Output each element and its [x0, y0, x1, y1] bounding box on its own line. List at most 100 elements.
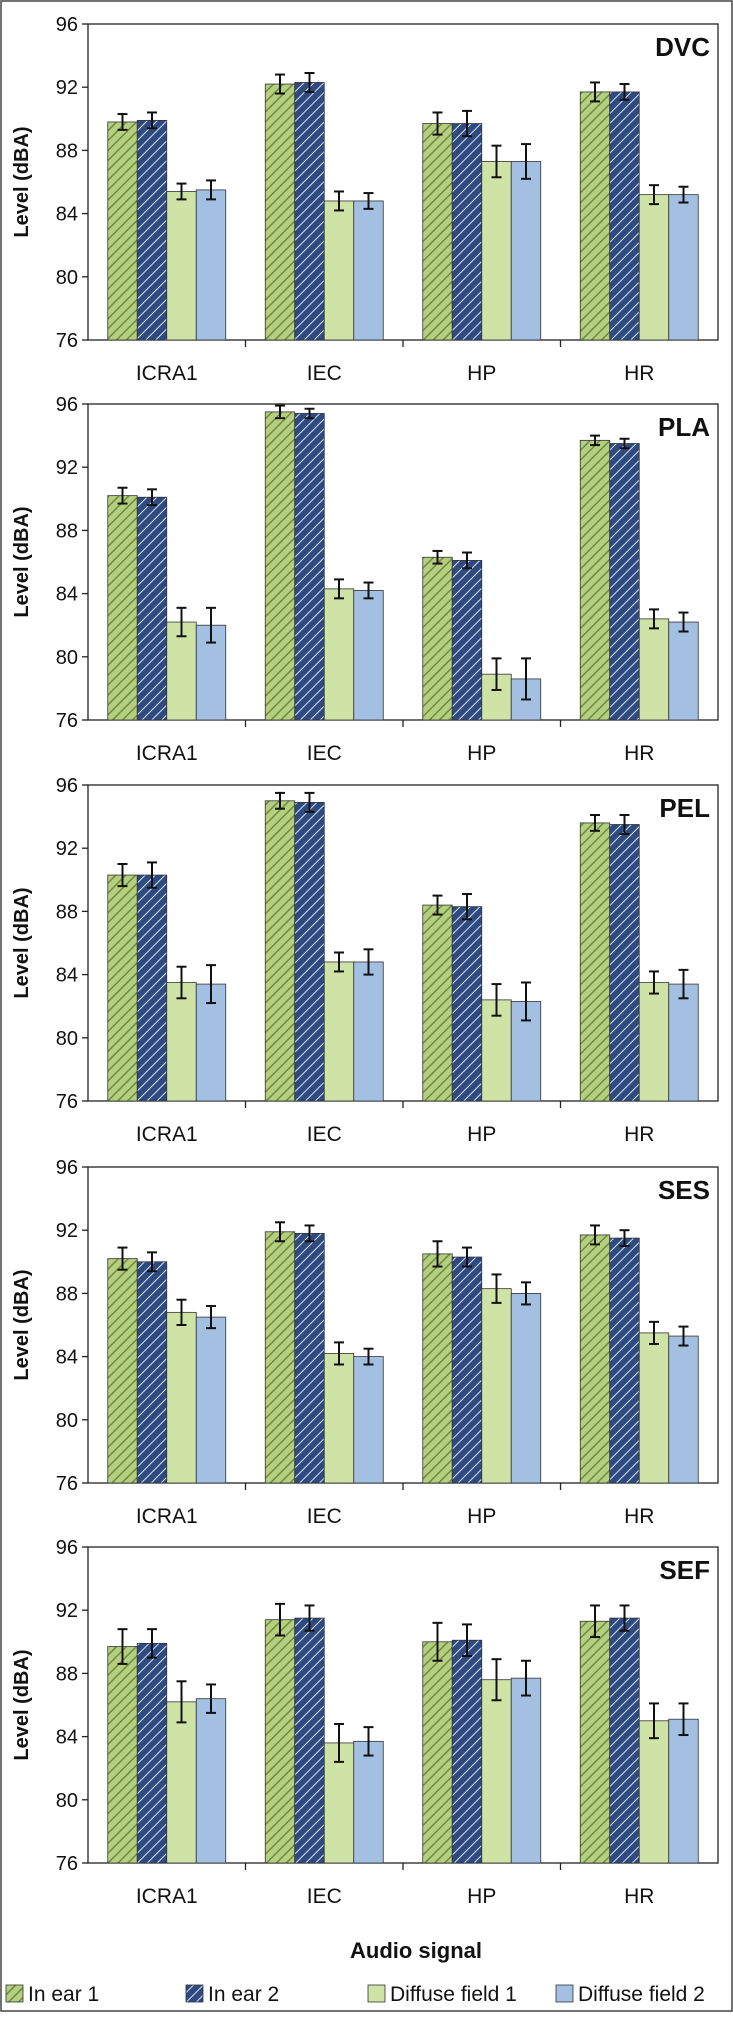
error-bar	[275, 791, 285, 810]
bar-in-ear-2	[294, 1617, 325, 1864]
error-bar	[521, 1659, 531, 1697]
error-bar	[432, 894, 443, 916]
y-axis-title: Level (dBA)	[11, 1269, 33, 1380]
error-bar	[275, 1221, 285, 1243]
bar-in-ear-1	[422, 123, 453, 341]
bar-in-ear-2	[609, 1237, 640, 1484]
bar-diffuse-field-1	[166, 621, 197, 721]
error-bar	[678, 1702, 689, 1737]
panel-title: PEL	[659, 793, 710, 823]
bar-diffuse-field-2	[353, 961, 384, 1102]
y-tick-label: 76	[56, 1091, 78, 1113]
error-bar	[363, 1347, 374, 1366]
error-bar	[275, 404, 285, 420]
bar-in-ear-1	[422, 1253, 453, 1484]
error-bar	[147, 861, 157, 889]
error-bar	[462, 893, 472, 921]
x-tick-label: ICRA1	[136, 1885, 198, 1908]
y-tick-label: 88	[56, 520, 78, 542]
x-tick-label: IEC	[307, 362, 342, 385]
bar-diffuse-field-1	[323, 1742, 355, 1864]
bar-in-ear-1	[264, 800, 296, 1102]
error-bar	[649, 1320, 659, 1345]
y-tick-label: 76	[56, 330, 78, 352]
y-tick-label: 84	[56, 1347, 78, 1369]
y-tick-label: 80	[56, 647, 78, 669]
error-bar	[334, 951, 344, 973]
y-tick-label: 88	[56, 1283, 78, 1305]
bar-diffuse-field-1	[166, 191, 197, 341]
bar-diffuse-field-2	[668, 983, 699, 1102]
y-tick-label: 92	[56, 1600, 78, 1622]
error-bar	[678, 1325, 689, 1347]
error-bar	[491, 144, 502, 179]
y-tick-label: 80	[56, 267, 78, 289]
y-tick-label: 96	[56, 1157, 78, 1179]
error-bar	[590, 1604, 600, 1639]
error-bar	[590, 814, 600, 832]
x-tick-label: ICRA1	[136, 1505, 198, 1528]
error-bar	[590, 1224, 600, 1246]
y-tick-label: 88	[56, 1663, 78, 1685]
x-tick-label: HP	[467, 1123, 496, 1146]
error-bar	[619, 1604, 630, 1632]
bar-diffuse-field-1	[166, 982, 197, 1102]
bar-in-ear-2	[609, 1617, 640, 1864]
y-tick-label: 84	[56, 1727, 78, 1749]
y-axis-title: Level (dBA)	[11, 1649, 33, 1760]
bar-in-ear-1	[422, 1641, 453, 1864]
error-bar	[619, 1229, 630, 1247]
y-tick-label: 84	[56, 204, 78, 226]
legend-item-in-ear-2: In ear 2	[185, 1983, 279, 2006]
error-bar	[275, 1602, 285, 1637]
error-bar	[432, 111, 443, 136]
x-axis-title: Audio signal	[350, 1938, 482, 1963]
error-bar	[206, 1683, 216, 1714]
y-tick-label: 80	[56, 1410, 78, 1432]
x-tick-label: HR	[624, 1123, 654, 1146]
y-tick-label: 80	[56, 1028, 78, 1050]
bar-in-ear-1	[107, 1646, 138, 1864]
bar-in-ear-2	[451, 906, 483, 1102]
bar-in-ear-2	[294, 82, 325, 341]
error-bar	[334, 1341, 344, 1366]
error-bar	[590, 434, 600, 447]
bar-diffuse-field-1	[323, 961, 355, 1102]
legend-label: In ear 1	[28, 1983, 99, 2006]
error-bar	[678, 968, 689, 1000]
bar-diffuse-field-2	[195, 1316, 227, 1484]
error-bar	[147, 1628, 157, 1659]
error-bar	[304, 407, 315, 420]
error-bar	[678, 611, 689, 633]
y-tick-label: 80	[56, 1790, 78, 1812]
y-tick-label: 96	[56, 14, 78, 36]
bar-diffuse-field-2	[668, 1718, 699, 1864]
bar-diffuse-field-1	[481, 1288, 512, 1484]
bar-in-ear-1	[107, 495, 138, 721]
error-bar	[363, 581, 374, 600]
error-bar	[147, 488, 157, 507]
bar-in-ear-2	[136, 874, 168, 1102]
error-bar	[462, 1246, 472, 1268]
y-tick-label: 96	[56, 394, 78, 416]
error-bar	[147, 111, 157, 130]
bar-diffuse-field-1	[481, 673, 512, 721]
y-tick-label: 92	[56, 77, 78, 99]
bar-diffuse-field-1	[323, 1353, 355, 1484]
y-tick-label: 92	[56, 1220, 78, 1242]
legend-swatch	[185, 1984, 204, 2003]
error-bar	[176, 965, 187, 1000]
error-bar	[117, 863, 128, 888]
error-bar	[304, 1604, 315, 1632]
error-bar	[206, 1305, 216, 1330]
bar-diffuse-field-2	[195, 189, 227, 341]
error-bar	[176, 182, 187, 201]
error-bar	[304, 71, 315, 93]
error-bar	[176, 1680, 187, 1724]
error-bar	[117, 486, 128, 505]
error-bar	[649, 970, 659, 995]
error-bar	[206, 179, 216, 201]
y-tick-label: 84	[56, 965, 78, 987]
error-bar	[491, 657, 502, 691]
